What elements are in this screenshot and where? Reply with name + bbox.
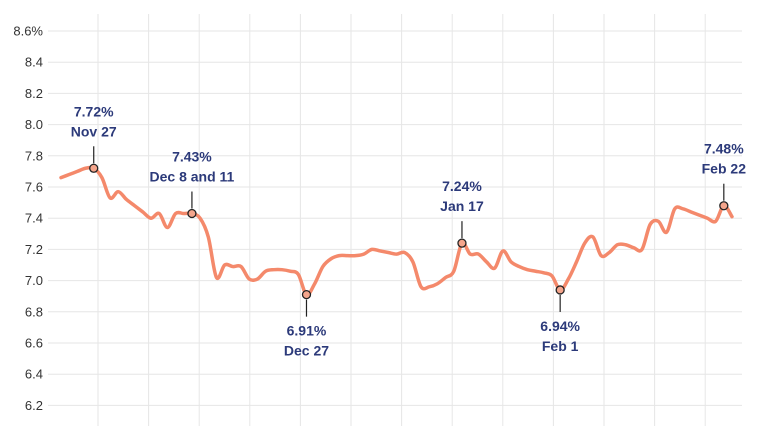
annotation-marker — [457, 238, 467, 248]
y-tick-label: 8.2 — [25, 86, 43, 101]
annotation-marker — [555, 285, 565, 295]
y-tick-label: 8.6% — [13, 24, 43, 39]
annotation-marker — [187, 208, 197, 219]
annotation-value: 7.72% — [74, 103, 114, 119]
y-tick-label: 8.0 — [25, 117, 43, 132]
series-line — [59, 165, 734, 297]
annotation: 7.72% Nov 27 — [71, 103, 117, 173]
annotation-date: Dec 27 — [284, 343, 329, 359]
grid — [48, 14, 742, 426]
y-tick-label: 6.8 — [25, 304, 43, 319]
y-tick-label: 6.4 — [25, 367, 43, 382]
y-tick-label: 7.0 — [25, 273, 43, 288]
y-tick-label: 7.8 — [25, 148, 43, 163]
annotation: 7.48% Feb 22 — [702, 141, 747, 211]
annotation: 7.43% Dec 8 and 11 — [150, 149, 235, 219]
annotation-date: Feb 1 — [542, 338, 579, 354]
series-line-layer — [59, 165, 734, 297]
y-tick-label: 6.2 — [25, 398, 43, 413]
y-tick-label: 8.4 — [25, 55, 43, 70]
y-tick-label: 7.4 — [25, 211, 43, 226]
annotations: 7.72% Nov 27 7.43% Dec 8 and 11 6.91% Dec 27 7… — [71, 103, 746, 358]
annotation: 6.91% Dec 27 — [284, 289, 329, 359]
annotation-date: Jan 17 — [440, 198, 484, 214]
annotation-marker — [719, 201, 729, 211]
annotation-value: 7.43% — [172, 149, 212, 165]
annotation: 6.94% Feb 1 — [540, 285, 581, 354]
annotation: 7.24% Jan 17 — [440, 178, 484, 248]
annotation-marker — [89, 163, 99, 173]
annotation-marker — [301, 289, 312, 300]
y-tick-label: 7.6 — [25, 180, 43, 195]
annotation-date: Feb 22 — [702, 161, 747, 177]
annotation-value: 6.94% — [540, 318, 580, 334]
y-tick-label: 7.2 — [25, 242, 43, 257]
annotation-value: 7.24% — [442, 178, 482, 194]
annotation-value: 7.48% — [704, 141, 744, 157]
annotation-date: Dec 8 and 11 — [150, 169, 235, 185]
annotation-value: 6.91% — [287, 323, 327, 339]
y-axis-ticks: 6.2 6.4 6.6 6.8 7.0 7.2 7.4 7.6 7.8 8.0 8.2 8.4 8.6% — [13, 24, 43, 413]
annotation-date: Nov 27 — [71, 123, 117, 139]
y-tick-label: 6.6 — [25, 336, 43, 351]
